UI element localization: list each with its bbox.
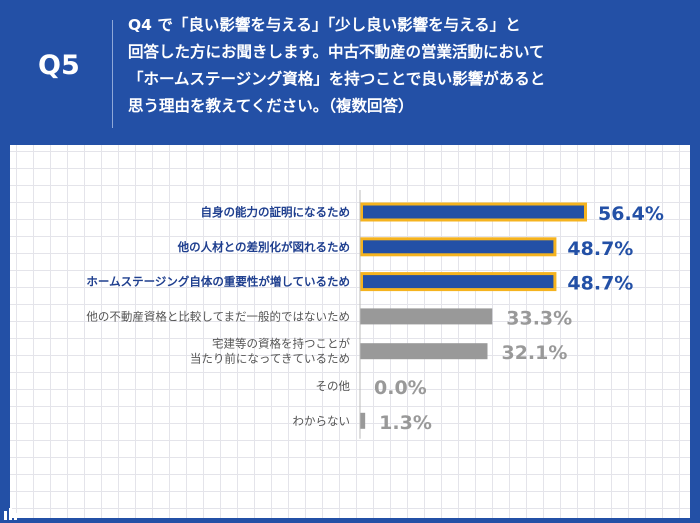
category-label: その他 — [316, 379, 351, 393]
value-label: 56.4% — [598, 203, 664, 225]
header-divider — [112, 20, 113, 128]
bar — [360, 202, 587, 222]
question-line: 回答した方にお聞きします。中古不動産の営業活動において — [128, 43, 545, 61]
chart-panel: 自身の能力の証明になるため 56.4% 他の人材との差別化が図れるため 48.7% ホー… — [10, 145, 690, 518]
value-label: 32.1% — [501, 342, 567, 364]
category-label: 他の不動産資格と比較してまだ一般的ではないため — [86, 309, 350, 323]
value-label: 48.7% — [567, 273, 633, 295]
question-number: Q5 — [38, 50, 80, 81]
value-label: 1.3% — [379, 412, 432, 434]
category-label: わからない — [293, 414, 351, 428]
question-line: 思う理由を教えてください。（複数回答） — [128, 97, 414, 115]
bar — [360, 412, 366, 429]
value-label: 33.3% — [506, 307, 572, 329]
value-label: 0.0% — [374, 377, 427, 399]
question-line: 「ホームステージング資格」を持つことで良い影響があると — [128, 70, 546, 88]
question-header: Q5 Q4 で「良い影響を与える」「少し良い影響を与える」と 回答した方にお聞き… — [0, 0, 700, 145]
category-label: 宅建等の資格を持つことが当たり前になってきているため — [190, 337, 351, 366]
question-text: Q4 で「良い影響を与える」「少し良い影響を与える」と 回答した方にお聞きします… — [128, 12, 688, 120]
question-line: Q4 で「良い影響を与える」「少し良い影響を与える」と — [128, 16, 521, 34]
bar — [360, 343, 488, 360]
value-label: 48.7% — [567, 238, 633, 260]
category-label: 自身の能力の証明になるため — [201, 205, 351, 219]
bar-chart: 自身の能力の証明になるため 56.4% 他の人材との差別化が図れるため 48.7% ホー… — [86, 190, 664, 439]
category-label: ホームステージング自体の重要性が増しているため — [86, 275, 350, 289]
bar — [360, 237, 557, 257]
logo-icon — [4, 508, 17, 520]
bar — [360, 308, 493, 325]
category-label: 他の人材との差別化が図れるため — [177, 240, 350, 254]
bar — [360, 272, 557, 292]
